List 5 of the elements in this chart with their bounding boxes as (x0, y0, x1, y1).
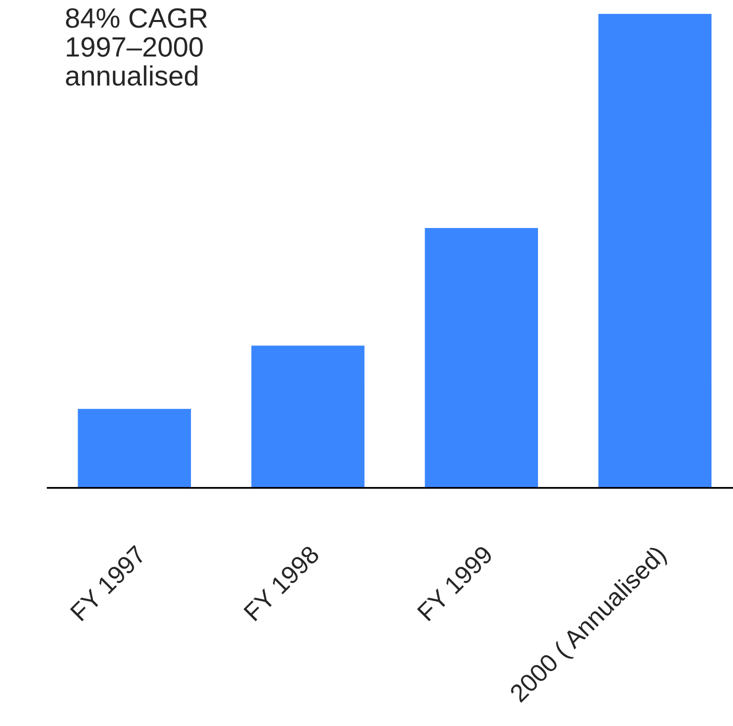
bar (76, 407, 192, 488)
bar (250, 344, 366, 488)
annotation: 84% CAGR 1997–2000 annualised (66, 8, 208, 86)
bar (596, 12, 713, 488)
bar (423, 226, 540, 488)
